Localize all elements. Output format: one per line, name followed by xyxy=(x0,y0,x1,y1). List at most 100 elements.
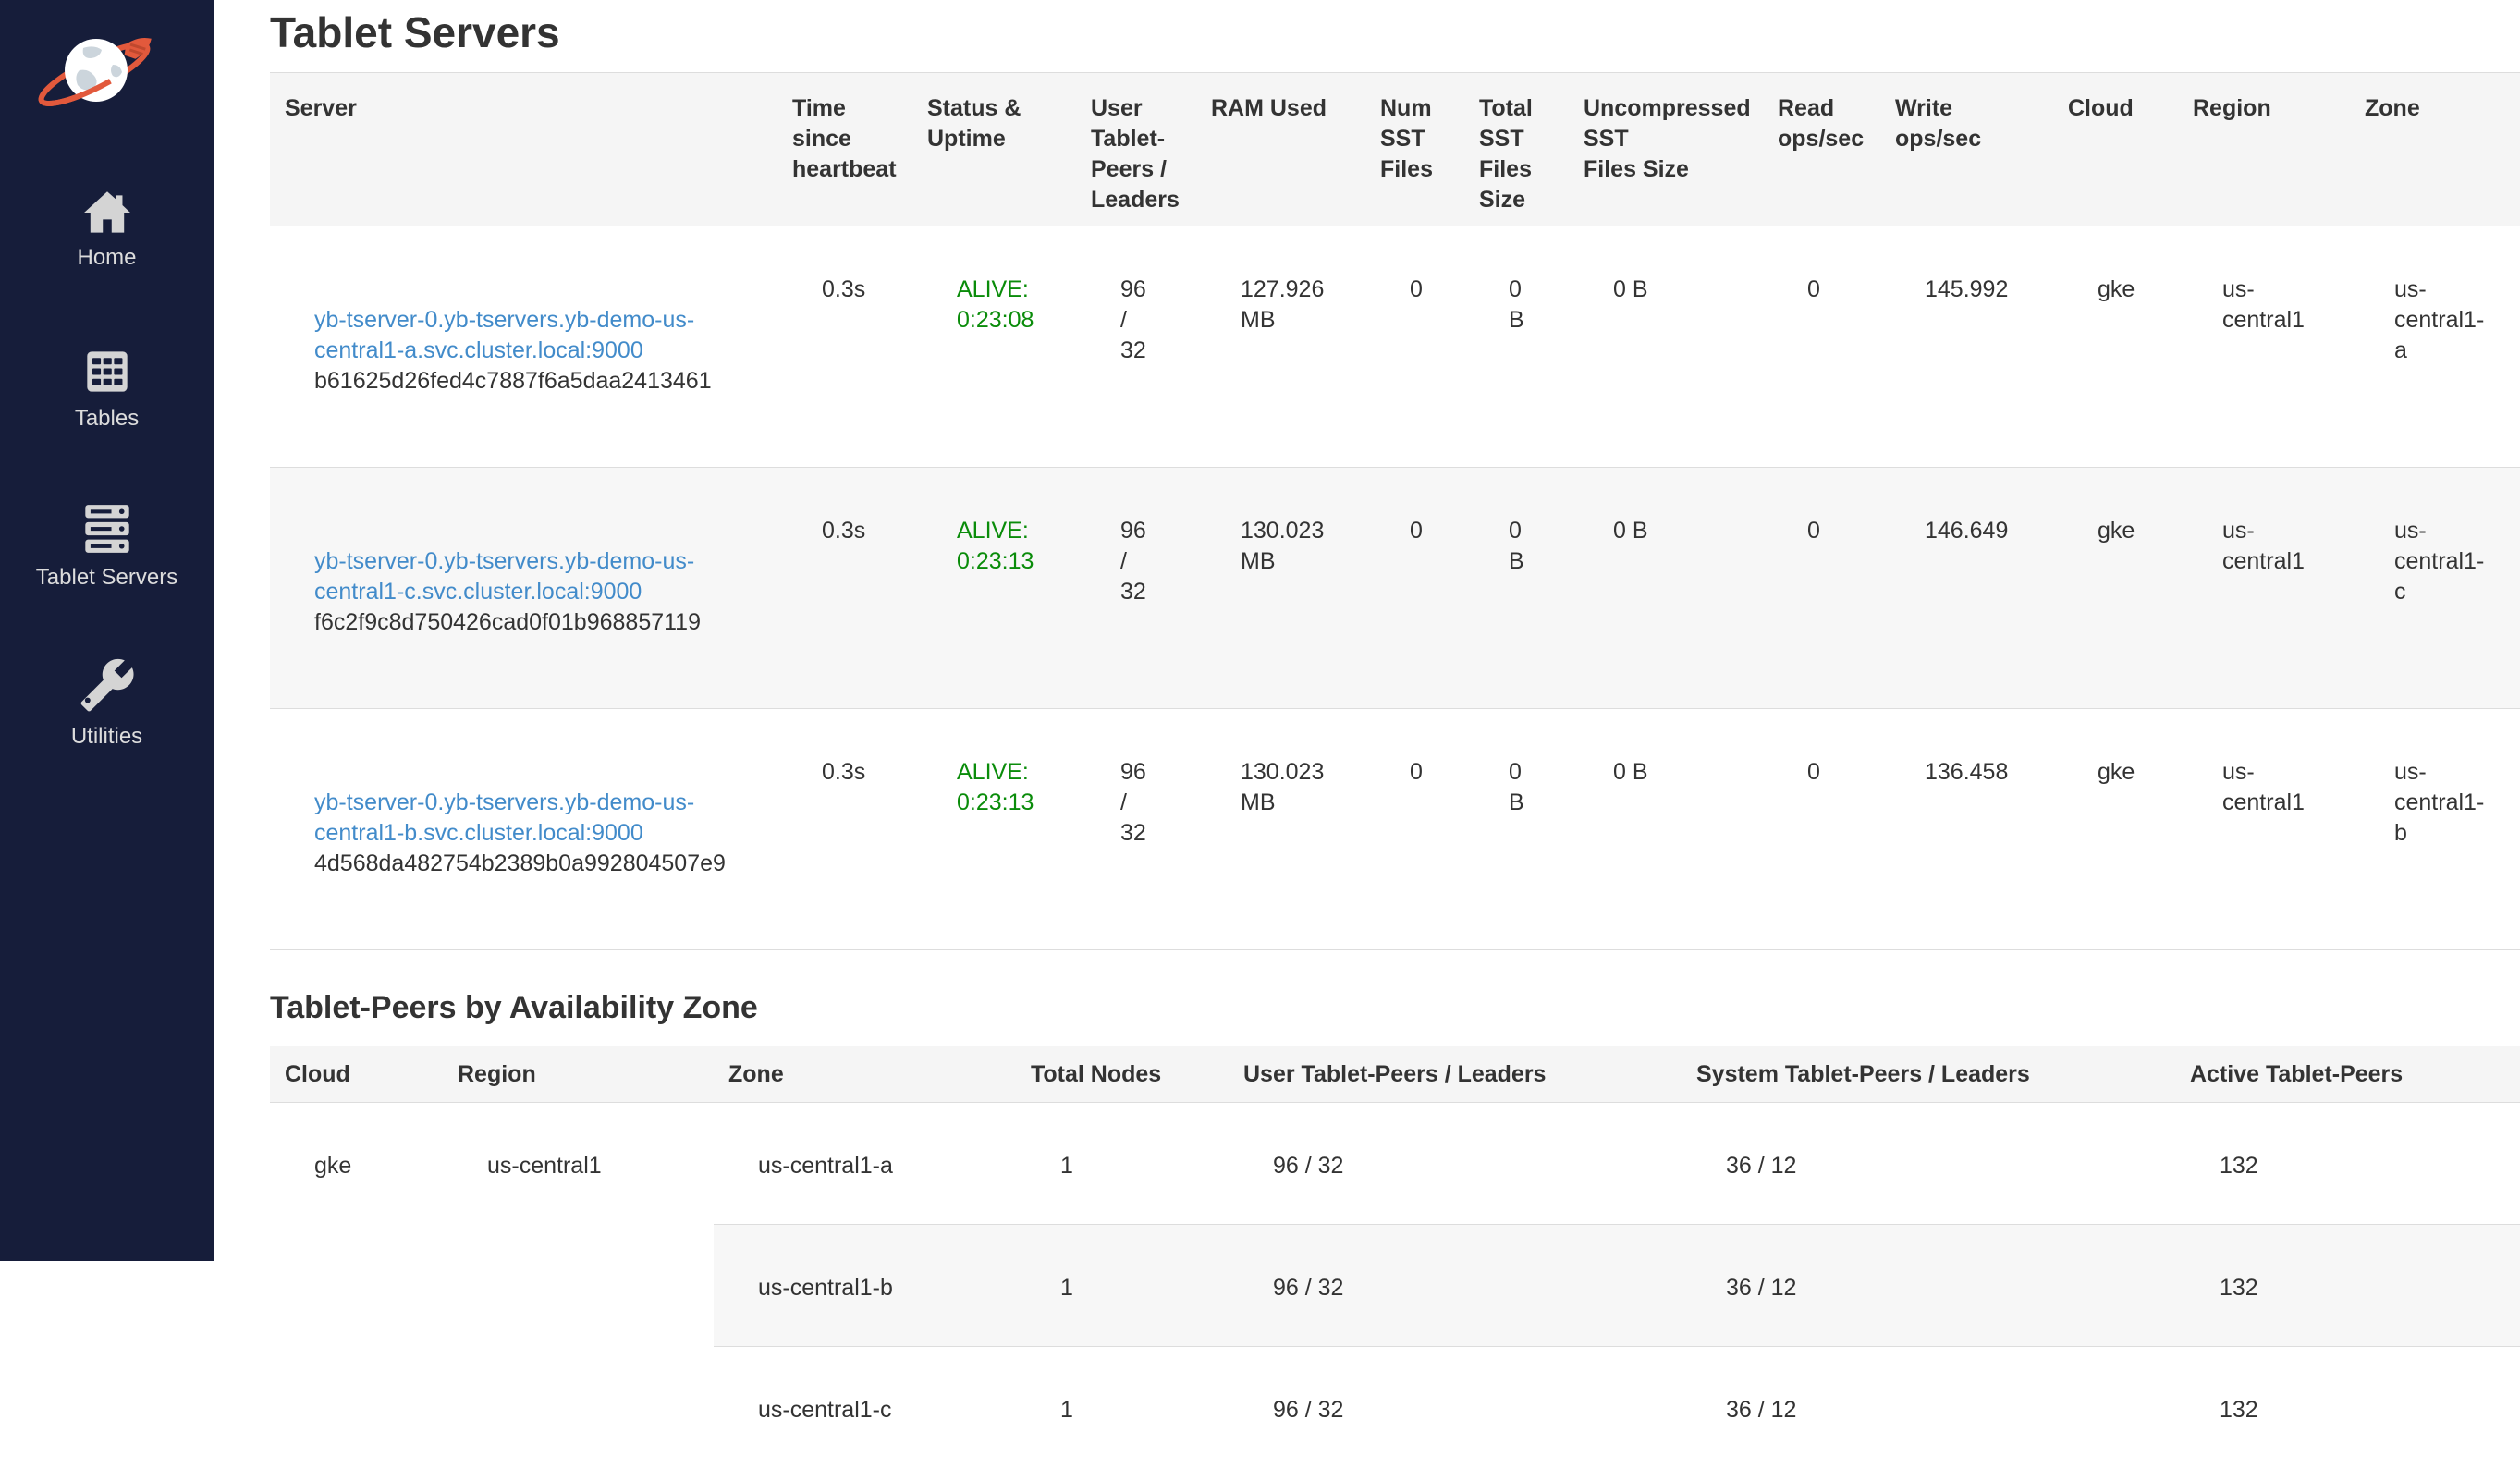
write-ops-cell: 145.992 xyxy=(1880,226,2053,468)
user-peers-cell: 96 / 32 xyxy=(1229,1225,1682,1347)
server-uuid: b61625d26fed4c7887f6a5daa2413461 xyxy=(314,366,763,397)
sidebar-item-tablet-servers[interactable]: Tablet Servers xyxy=(0,503,214,592)
utilities-icon xyxy=(79,656,136,714)
col-uncompressed-sst: Uncompressed SST Files Size xyxy=(1569,73,1763,226)
col-region: Region xyxy=(443,1046,714,1103)
zone-cell: us-central1-a xyxy=(714,1103,1016,1225)
region-cell: us- central1 xyxy=(2178,468,2350,709)
section-title-tablet-peers-by-az: Tablet-Peers by Availability Zone xyxy=(270,989,2520,1026)
uncompressed-sst-cell: 0 B xyxy=(1569,468,1763,709)
user-tablet-peers-cell: 96 / 32 xyxy=(1076,468,1196,709)
zone-cell: us- central1- c xyxy=(2350,468,2520,709)
tablet-servers-icon xyxy=(81,503,133,555)
write-ops-cell: 146.649 xyxy=(1880,468,2053,709)
app-logo[interactable] xyxy=(26,17,165,118)
num-sst-cell: 0 xyxy=(1365,468,1464,709)
sidebar-item-label: Home xyxy=(0,244,214,272)
region-cell: us- central1 xyxy=(2178,709,2350,950)
server-cell: yb-tserver-0.yb-tservers.yb-demo-us- cen… xyxy=(270,226,777,468)
cloud-cell: gke xyxy=(2053,468,2178,709)
num-sst-cell: 0 xyxy=(1365,226,1464,468)
yugabyte-rocket-globe-logo xyxy=(26,17,165,118)
col-heartbeat: Time since heartbeat xyxy=(777,73,912,226)
tablet-peers-by-az-table: Cloud Region Zone Total Nodes User Table… xyxy=(270,1046,2520,1468)
cloud-cell: gke xyxy=(2053,709,2178,950)
region-cell: us-central1 xyxy=(443,1103,714,1468)
server-link[interactable]: yb-tserver-0.yb-tservers.yb-demo-us- cen… xyxy=(314,307,694,363)
ram-cell: 130.023 MB xyxy=(1196,468,1365,709)
sidebar-item-label: Tablet Servers xyxy=(0,564,214,592)
col-num-sst: Num SST Files xyxy=(1365,73,1464,226)
system-peers-cell: 36 / 12 xyxy=(1682,1103,2175,1225)
server-link[interactable]: yb-tserver-0.yb-tservers.yb-demo-us- cen… xyxy=(314,789,694,846)
sidebar-item-label: Tables xyxy=(0,405,214,433)
heartbeat-cell: 0.3s xyxy=(777,709,912,950)
total-sst-cell: 0 B xyxy=(1464,226,1569,468)
sidebar: Home Tables Tablet Servers xyxy=(0,0,214,1261)
col-region: Region xyxy=(2178,73,2350,226)
col-zone: Zone xyxy=(2350,73,2520,226)
col-user-tablet-peers: User Tablet- Peers / Leaders xyxy=(1076,73,1196,226)
sidebar-item-home[interactable]: Home xyxy=(0,190,214,272)
col-zone: Zone xyxy=(714,1046,1016,1103)
table-header-row: Server Time since heartbeat Status & Upt… xyxy=(270,73,2520,226)
zone-cell: us- central1- b xyxy=(2350,709,2520,950)
sidebar-item-tables[interactable]: Tables xyxy=(0,348,214,433)
system-peers-cell: 36 / 12 xyxy=(1682,1347,2175,1468)
uncompressed-sst-cell: 0 B xyxy=(1569,226,1763,468)
uncompressed-sst-cell: 0 B xyxy=(1569,709,1763,950)
active-peers-cell: 132 xyxy=(2175,1225,2520,1347)
total-sst-cell: 0 B xyxy=(1464,468,1569,709)
server-link[interactable]: yb-tserver-0.yb-tservers.yb-demo-us- cen… xyxy=(314,548,694,605)
cloud-cell: gke xyxy=(2053,226,2178,468)
zone-cell: us-central1-c xyxy=(714,1347,1016,1468)
heartbeat-cell: 0.3s xyxy=(777,226,912,468)
col-ram-used: RAM Used xyxy=(1196,73,1365,226)
server-cell: yb-tserver-0.yb-tservers.yb-demo-us- cen… xyxy=(270,709,777,950)
user-tablet-peers-cell: 96 / 32 xyxy=(1076,226,1196,468)
ram-cell: 127.926 MB xyxy=(1196,226,1365,468)
tablet-servers-table: Server Time since heartbeat Status & Upt… xyxy=(270,72,2520,950)
total-nodes-cell: 1 xyxy=(1016,1103,1229,1225)
col-total-sst: Total SST Files Size xyxy=(1464,73,1569,226)
table-row: yb-tserver-0.yb-tservers.yb-demo-us- cen… xyxy=(270,709,2520,950)
active-peers-cell: 132 xyxy=(2175,1103,2520,1225)
table-row: yb-tserver-0.yb-tservers.yb-demo-us- cen… xyxy=(270,468,2520,709)
status-cell: ALIVE: 0:23:08 xyxy=(912,226,1076,468)
user-tablet-peers-cell: 96 / 32 xyxy=(1076,709,1196,950)
region-cell: us- central1 xyxy=(2178,226,2350,468)
col-write-ops: Write ops/sec xyxy=(1880,73,2053,226)
active-peers-cell: 132 xyxy=(2175,1347,2520,1468)
table-row: yb-tserver-0.yb-tservers.yb-demo-us- cen… xyxy=(270,226,2520,468)
heartbeat-cell: 0.3s xyxy=(777,468,912,709)
system-peers-cell: 36 / 12 xyxy=(1682,1225,2175,1347)
page-title: Tablet Servers xyxy=(270,0,2520,57)
server-uuid: 4d568da482754b2389b0a992804507e9 xyxy=(314,849,763,879)
col-cloud: Cloud xyxy=(270,1046,443,1103)
read-ops-cell: 0 xyxy=(1763,468,1880,709)
home-icon xyxy=(83,190,131,235)
write-ops-cell: 136.458 xyxy=(1880,709,2053,950)
total-nodes-cell: 1 xyxy=(1016,1347,1229,1468)
total-sst-cell: 0 B xyxy=(1464,709,1569,950)
col-active-tablet-peers: Active Tablet-Peers xyxy=(2175,1046,2520,1103)
col-status-uptime: Status & Uptime xyxy=(912,73,1076,226)
col-system-tablet-peers: System Tablet-Peers / Leaders xyxy=(1682,1046,2175,1103)
num-sst-cell: 0 xyxy=(1365,709,1464,950)
col-cloud: Cloud xyxy=(2053,73,2178,226)
zone-cell: us-central1-b xyxy=(714,1225,1016,1347)
total-nodes-cell: 1 xyxy=(1016,1225,1229,1347)
tables-icon xyxy=(83,348,131,396)
cloud-cell: gke xyxy=(270,1103,443,1468)
table-row: gke us-central1 us-central1-a 1 96 / 32 … xyxy=(270,1103,2520,1225)
sidebar-item-utilities[interactable]: Utilities xyxy=(0,656,214,751)
col-server: Server xyxy=(270,73,777,226)
user-peers-cell: 96 / 32 xyxy=(1229,1103,1682,1225)
col-total-nodes: Total Nodes xyxy=(1016,1046,1229,1103)
server-cell: yb-tserver-0.yb-tservers.yb-demo-us- cen… xyxy=(270,468,777,709)
status-cell: ALIVE: 0:23:13 xyxy=(912,468,1076,709)
server-uuid: f6c2f9c8d750426cad0f01b968857119 xyxy=(314,607,763,638)
zone-cell: us- central1- a xyxy=(2350,226,2520,468)
status-cell: ALIVE: 0:23:13 xyxy=(912,709,1076,950)
sidebar-item-label: Utilities xyxy=(0,723,214,751)
